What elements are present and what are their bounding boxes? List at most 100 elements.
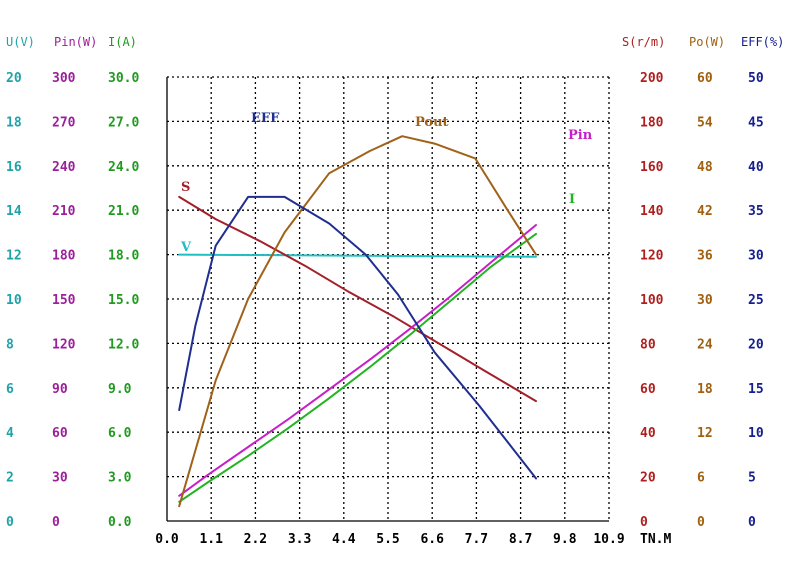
axis-header-i: I(A) — [108, 35, 137, 49]
y-tick-label-pin: 150 — [52, 293, 76, 308]
y-tick-label-po: 12 — [697, 426, 713, 441]
x-tick-label: 3.3 — [288, 532, 311, 547]
y-tick-label-pin: 90 — [52, 382, 68, 397]
y-tick-label-pin: 30 — [52, 471, 68, 486]
y-tick-label-eff: 15 — [748, 382, 764, 397]
y-tick-label-po: 30 — [697, 293, 713, 308]
y-tick-label-pin: 120 — [52, 337, 76, 352]
series-line-v — [178, 253, 537, 258]
x-tick-label: 4.4 — [332, 532, 356, 547]
y-tick-label-u: 18 — [6, 115, 22, 130]
y-tick-label-po: 24 — [697, 337, 713, 352]
y-tick-label-s: 20 — [640, 471, 656, 486]
y-tick-label-pin: 0 — [52, 515, 60, 530]
series-label-s: S — [181, 180, 190, 195]
y-tick-label-pin: 180 — [52, 249, 76, 264]
x-tick-label: 8.7 — [509, 532, 532, 547]
y-tick-label-eff: 5 — [748, 471, 756, 486]
y-tick-label-i: 6.0 — [108, 426, 132, 441]
x-tick-label: 2.2 — [244, 532, 267, 547]
y-tick-label-i: 9.0 — [108, 382, 132, 397]
x-tick-label: 1.1 — [199, 532, 223, 547]
y-tick-label-eff: 10 — [748, 426, 764, 441]
y-tick-label-s: 80 — [640, 337, 656, 352]
series-line-i — [178, 232, 537, 503]
y-tick-label-u: 0 — [6, 515, 14, 530]
y-tick-label-i: 18.0 — [108, 249, 139, 264]
y-tick-label-s: 140 — [640, 204, 664, 219]
series-label-pin: Pin — [568, 128, 593, 143]
y-tick-label-pin: 300 — [52, 71, 76, 86]
y-tick-label-eff: 50 — [748, 71, 764, 86]
y-tick-label-pin: 240 — [52, 160, 76, 175]
axis-header-pin: Pin(W) — [54, 35, 97, 49]
y-tick-label-u: 8 — [6, 337, 14, 352]
y-tick-label-pin: 270 — [52, 115, 76, 130]
axis-header-u: U(V) — [6, 35, 35, 49]
axis-header-s: S(r/m) — [622, 35, 665, 49]
y-tick-label-s: 0 — [640, 515, 648, 530]
y-tick-label-i: 12.0 — [108, 337, 139, 352]
y-tick-label-pin: 210 — [52, 204, 76, 219]
series-line-eff — [178, 195, 537, 480]
y-tick-label-eff: 35 — [748, 204, 764, 219]
y-tick-label-po: 0 — [697, 515, 705, 530]
axis-header-eff: EFF(%) — [741, 35, 784, 49]
axis-headers: U(V) Pin(W) I(A) S(r/m) Po(W) EFF(%) — [6, 35, 784, 49]
y-tick-label-u: 4 — [6, 426, 14, 441]
y-tick-label-i: 21.0 — [108, 204, 139, 219]
y-tick-label-u: 2 — [6, 471, 14, 486]
series-label-i: I — [569, 192, 575, 207]
y-tick-label-i: 3.0 — [108, 471, 132, 486]
y-tick-label-eff: 30 — [748, 249, 764, 264]
y-tick-label-eff: 25 — [748, 293, 764, 308]
y-tick-label-po: 48 — [697, 160, 713, 175]
y-tick-label-u: 12 — [6, 249, 22, 264]
series-line-pin — [178, 224, 537, 497]
x-tick-label: 0.0 — [155, 532, 179, 547]
series-line-s — [178, 195, 537, 403]
y-tick-label-po: 42 — [697, 204, 713, 219]
y-tick-label-i: 24.0 — [108, 160, 139, 175]
y-tick-label-eff: 0 — [748, 515, 756, 530]
y-tick-label-eff: 20 — [748, 337, 764, 352]
series-label-pout: Pout — [415, 115, 449, 130]
y-tick-label-s: 120 — [640, 249, 664, 264]
series-label-v: V — [180, 240, 192, 255]
y-tick-label-eff: 40 — [748, 160, 764, 175]
y-tick-label-eff: 45 — [748, 115, 764, 130]
x-tick-label: 6.6 — [420, 532, 444, 547]
x-tick-label: 9.8 — [553, 532, 577, 547]
y-tick-label-s: 100 — [640, 293, 664, 308]
chart-grid — [166, 76, 610, 522]
y-tick-label-po: 6 — [697, 471, 705, 486]
series-line-pout — [178, 135, 537, 508]
x-tick-label: 5.5 — [376, 532, 399, 547]
y-tick-label-i: 15.0 — [108, 293, 139, 308]
series-labels: V S Pin I Pout EFF — [180, 111, 593, 255]
y-tick-label-i: 30.0 — [108, 71, 139, 86]
y-tick-label-u: 10 — [6, 293, 22, 308]
y-tick-label-s: 180 — [640, 115, 664, 130]
axis-tick-labels: 0.0 1.1 2.2 3.3 4.4 5.5 6.6 7.7 8.7 9.8 10.9 TN.M 0 2… — [6, 71, 764, 547]
series-label-eff: EFF — [251, 111, 280, 126]
y-tick-label-u: 14 — [6, 204, 22, 219]
y-tick-label-po: 18 — [697, 382, 713, 397]
x-tick-label: 7.7 — [465, 532, 488, 547]
y-tick-label-u: 6 — [6, 382, 14, 397]
chart-series — [178, 135, 537, 508]
y-tick-label-pin: 60 — [52, 426, 68, 441]
x-axis-label: TN.M — [640, 532, 671, 547]
y-tick-label-s: 200 — [640, 71, 664, 86]
y-tick-label-s: 60 — [640, 382, 656, 397]
y-tick-label-u: 16 — [6, 160, 22, 175]
y-tick-label-i: 27.0 — [108, 115, 139, 130]
y-tick-label-po: 60 — [697, 71, 713, 86]
y-tick-label-po: 54 — [697, 115, 713, 130]
axis-header-po: Po(W) — [689, 35, 725, 49]
x-tick-label: 10.9 — [593, 532, 624, 547]
y-tick-label-i: 0.0 — [108, 515, 132, 530]
y-tick-label-po: 36 — [697, 249, 713, 264]
y-tick-label-u: 20 — [6, 71, 22, 86]
